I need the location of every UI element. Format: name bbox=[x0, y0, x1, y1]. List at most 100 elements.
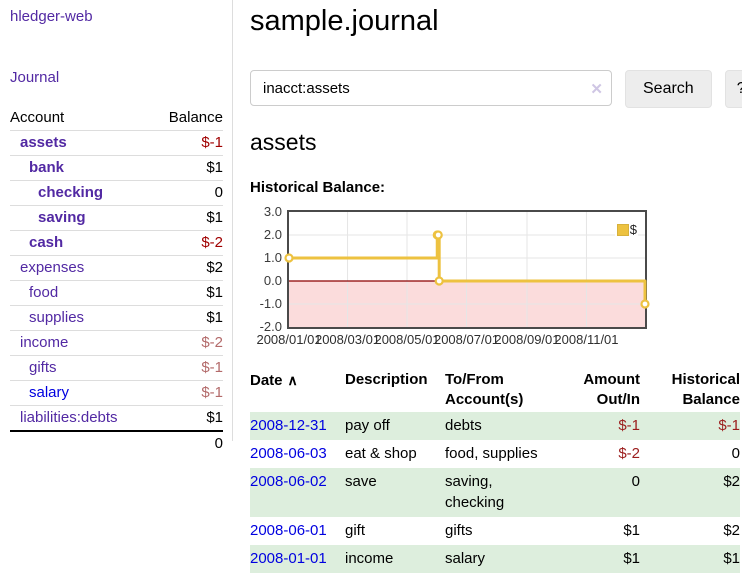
account-row: saving $1 bbox=[10, 205, 223, 231]
transaction-amount: 0 bbox=[560, 468, 654, 517]
register-header-date[interactable]: Date ∧ bbox=[250, 372, 298, 389]
account-row: assets $-1 bbox=[10, 130, 223, 156]
account-balance: $-1 bbox=[151, 355, 223, 381]
x-tick-label: 2008/05/01 bbox=[374, 332, 440, 347]
sidebar-account-link[interactable]: food bbox=[29, 284, 59, 301]
y-tick-label: 2.0 bbox=[263, 227, 282, 242]
transaction-description: pay off bbox=[345, 412, 445, 440]
register-header-description: Description bbox=[345, 371, 428, 388]
y-tick-label: -2.0 bbox=[259, 319, 282, 334]
sidebar-account-link[interactable]: liabilities:debts bbox=[20, 409, 118, 426]
accounts-total-row: 0 bbox=[10, 430, 223, 456]
y-tick-label: 3.0 bbox=[263, 204, 282, 219]
register-row: 2008-06-01 gift gifts $1 $2 bbox=[250, 517, 740, 545]
y-tick-label: 0.0 bbox=[263, 273, 282, 288]
search-input[interactable] bbox=[250, 70, 612, 106]
account-balance: $-1 bbox=[151, 380, 223, 406]
transaction-accounts: salary bbox=[445, 545, 560, 573]
transaction-description: income bbox=[345, 545, 445, 573]
main-content: sample.journal ✕ Search ? assets Histori… bbox=[233, 0, 742, 573]
legend-label: $ bbox=[629, 222, 637, 237]
account-row: expenses $2 bbox=[10, 255, 223, 281]
transaction-date-link[interactable]: 2008-12-31 bbox=[250, 417, 327, 434]
transaction-accounts: gifts bbox=[445, 522, 473, 539]
transaction-date-link[interactable]: 2008-06-03 bbox=[250, 445, 327, 462]
sidebar-account-link[interactable]: gifts bbox=[29, 359, 57, 376]
transaction-date-link[interactable]: 2008-06-01 bbox=[250, 522, 327, 539]
sidebar-item-journal[interactable]: Journal bbox=[10, 69, 60, 86]
account-heading: assets bbox=[250, 129, 317, 155]
x-tick-label: 2008/03/01 bbox=[314, 332, 381, 347]
transaction-balance: $-1 bbox=[654, 412, 740, 440]
sort-asc-icon: ∧ bbox=[287, 372, 298, 388]
page-title: sample.journal bbox=[250, 5, 439, 37]
accounts-table: Account Balance assets $-1 bank $1 checking 0… bbox=[10, 106, 223, 456]
sidebar-account-link[interactable]: expenses bbox=[20, 259, 85, 276]
clear-search-icon[interactable]: ✕ bbox=[590, 81, 603, 98]
transaction-balance: 0 bbox=[731, 445, 740, 462]
register-row: 2008-06-03 eat & shop food, supplies $-2 0 bbox=[250, 440, 740, 468]
register-header-row: Date ∧ Description To/From Account(s) Amo… bbox=[250, 368, 740, 412]
chart-legend: $ bbox=[614, 221, 638, 238]
sidebar-account-link[interactable]: checking bbox=[38, 184, 104, 201]
account-row: gifts $-1 bbox=[10, 355, 223, 381]
account-row: supplies $1 bbox=[10, 305, 223, 331]
search-form: ✕ Search ? bbox=[250, 70, 742, 108]
y-tick-label: -1.0 bbox=[259, 296, 282, 311]
account-row: cash $-2 bbox=[10, 230, 223, 256]
account-row: salary $-1 bbox=[10, 380, 223, 406]
sidebar-account-link[interactable]: saving bbox=[38, 209, 86, 226]
account-row: income $-2 bbox=[10, 330, 223, 356]
transaction-amount: $-2 bbox=[618, 445, 640, 462]
x-tick-label: 2008/07/01 bbox=[433, 332, 500, 347]
transaction-description: save bbox=[345, 468, 445, 517]
help-button[interactable]: ? bbox=[724, 70, 742, 108]
register-header-amount: Amount Out/In bbox=[583, 371, 640, 408]
sidebar: hledger-web Journal Account Balance asse… bbox=[0, 0, 233, 573]
register-row: 2008-01-01 income salary $1 $1 bbox=[250, 545, 740, 573]
transaction-description: eat & shop bbox=[345, 445, 417, 462]
y-tick-label: 1.0 bbox=[263, 250, 282, 265]
register-row: 2008-06-02 save saving, checking 0 $2 bbox=[250, 468, 740, 517]
x-tick-label: 2008/11/01 bbox=[554, 332, 619, 347]
account-balance: $1 bbox=[151, 280, 223, 306]
transaction-amount: $1 bbox=[623, 522, 640, 539]
app-title-link[interactable]: hledger-web bbox=[10, 8, 93, 25]
accounts-total-balance: 0 bbox=[151, 430, 223, 456]
transaction-accounts: debts bbox=[445, 412, 560, 440]
transaction-date-link[interactable]: 2008-01-01 bbox=[250, 550, 327, 567]
chart-title: Historical Balance: bbox=[250, 179, 386, 196]
sidebar-account-link[interactable]: supplies bbox=[29, 309, 85, 326]
account-balance: 0 bbox=[151, 180, 223, 206]
accounts-header-balance: Balance bbox=[151, 106, 223, 131]
balance-chart: 3.0 2.0 1.0 0.0 -1.0 -2.0 $ 2008/01/01 2008/03… bbox=[250, 205, 742, 349]
chart-x-axis: 2008/01/01 2008/03/01 2008/05/01 2008/07/01… bbox=[256, 329, 647, 349]
sidebar-account-link[interactable]: bank bbox=[29, 159, 65, 176]
sidebar-account-link[interactable]: assets bbox=[20, 134, 67, 151]
accounts-header-account: Account bbox=[10, 106, 152, 131]
sidebar-account-link[interactable]: salary bbox=[29, 384, 70, 401]
account-row: food $1 bbox=[10, 280, 223, 306]
account-balance: $1 bbox=[151, 205, 223, 231]
register-header-balance: Historical Balance bbox=[671, 371, 740, 408]
register-table: Date ∧ Description To/From Account(s) Amo… bbox=[250, 368, 740, 573]
transaction-balance: $2 bbox=[723, 522, 740, 539]
transaction-amount: $-1 bbox=[560, 412, 654, 440]
search-button[interactable]: Search bbox=[625, 70, 712, 108]
chart-plot-area[interactable]: $ bbox=[284, 210, 650, 329]
transaction-accounts: food, supplies bbox=[445, 445, 538, 462]
transaction-description: gift bbox=[345, 522, 366, 539]
account-row: liabilities:debts $1 bbox=[10, 406, 223, 432]
x-tick-label: 2008/09/01 bbox=[494, 332, 560, 347]
account-balance: $-1 bbox=[151, 130, 223, 156]
account-balance: $1 bbox=[151, 305, 223, 331]
account-balance: $2 bbox=[151, 255, 223, 281]
sidebar-account-link[interactable]: cash bbox=[29, 234, 64, 251]
transaction-accounts: saving, checking bbox=[445, 468, 560, 517]
transaction-date-link[interactable]: 2008-06-02 bbox=[250, 473, 327, 490]
x-tick-label: 2008/01/01 bbox=[256, 332, 322, 347]
account-balance: $-2 bbox=[151, 230, 223, 256]
sidebar-account-link[interactable]: income bbox=[20, 334, 69, 351]
search-box: ✕ bbox=[250, 70, 612, 108]
